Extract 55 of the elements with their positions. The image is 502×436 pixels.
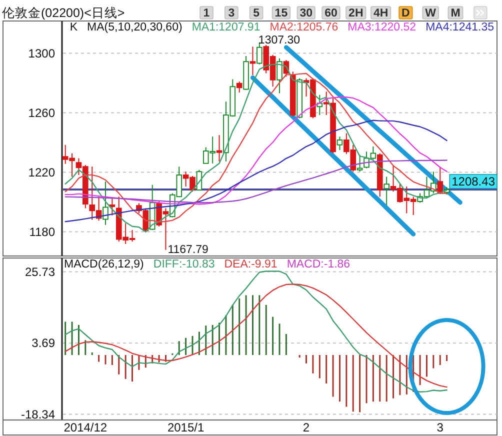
text: DIFF:-10.83 — [153, 258, 215, 270]
button: 2H — [346, 6, 366, 20]
x-tick-label: 2 — [302, 420, 310, 435]
x-tick-label: 3 — [436, 420, 444, 435]
chart-title: 伦敦金(02200)<日线> — [2, 6, 125, 20]
candlestick — [370, 146, 376, 160]
y-tick-label: 25.73 — [24, 264, 56, 279]
button: 5 — [249, 6, 264, 20]
chart-subtitle: K — [70, 22, 78, 34]
button: M — [448, 6, 464, 20]
button: 30 — [296, 6, 316, 20]
candlestick — [250, 46, 256, 76]
annotation: 1167.79 — [168, 244, 208, 256]
y-tick-label: 1180 — [29, 224, 56, 239]
text: MA1:1207.91 — [192, 22, 260, 34]
text: MA3:1220.52 — [348, 22, 416, 34]
line-series — [64, 120, 448, 222]
candlestick — [290, 71, 296, 118]
y-tick-label: -18.34 — [20, 407, 56, 422]
candlestick — [276, 58, 282, 94]
candlestick — [102, 181, 108, 226]
line-series — [250, 75, 416, 236]
y-tick-label: 1220 — [28, 165, 56, 180]
candlestick — [356, 154, 363, 172]
line-series — [64, 96, 448, 205]
button: D — [398, 6, 413, 20]
text: MA4:1241.35 — [426, 22, 494, 34]
candlestick — [216, 134, 222, 162]
button: W — [422, 6, 439, 20]
x-tick-label: 2015/1 — [167, 420, 204, 435]
legend-title: MA(5,10,20,30,60) — [87, 22, 182, 34]
candlestick — [384, 176, 390, 206]
annotation: 1307.30 — [258, 34, 300, 47]
candlestick — [336, 136, 343, 150]
button: 60 — [322, 6, 340, 20]
line-series — [64, 160, 448, 204]
button: 3 — [224, 6, 238, 20]
annotation: MACD:-1.86 — [286, 258, 350, 270]
candlestick — [109, 197, 116, 216]
candlestick — [236, 81, 242, 94]
button: 1 — [200, 6, 214, 20]
x-tick-label: 2014/12 — [64, 420, 108, 435]
button: 4H — [370, 6, 392, 20]
ref-line-label: 1208.43 — [452, 174, 496, 189]
candlestick — [316, 94, 323, 116]
y-tick-label: 1300 — [28, 46, 56, 60]
y-tick-label: 1260 — [28, 106, 56, 120]
y-tick-label: 3.69 — [32, 336, 56, 350]
series-label: DEA:-9.91 — [224, 258, 278, 270]
candlestick — [296, 78, 302, 119]
button: 15 — [272, 6, 290, 20]
candlestick — [376, 152, 383, 198]
legend-title: MACD(26,12,9) — [64, 258, 144, 270]
text: MA2:1205.76 — [270, 22, 338, 34]
candlestick — [243, 55, 249, 91]
